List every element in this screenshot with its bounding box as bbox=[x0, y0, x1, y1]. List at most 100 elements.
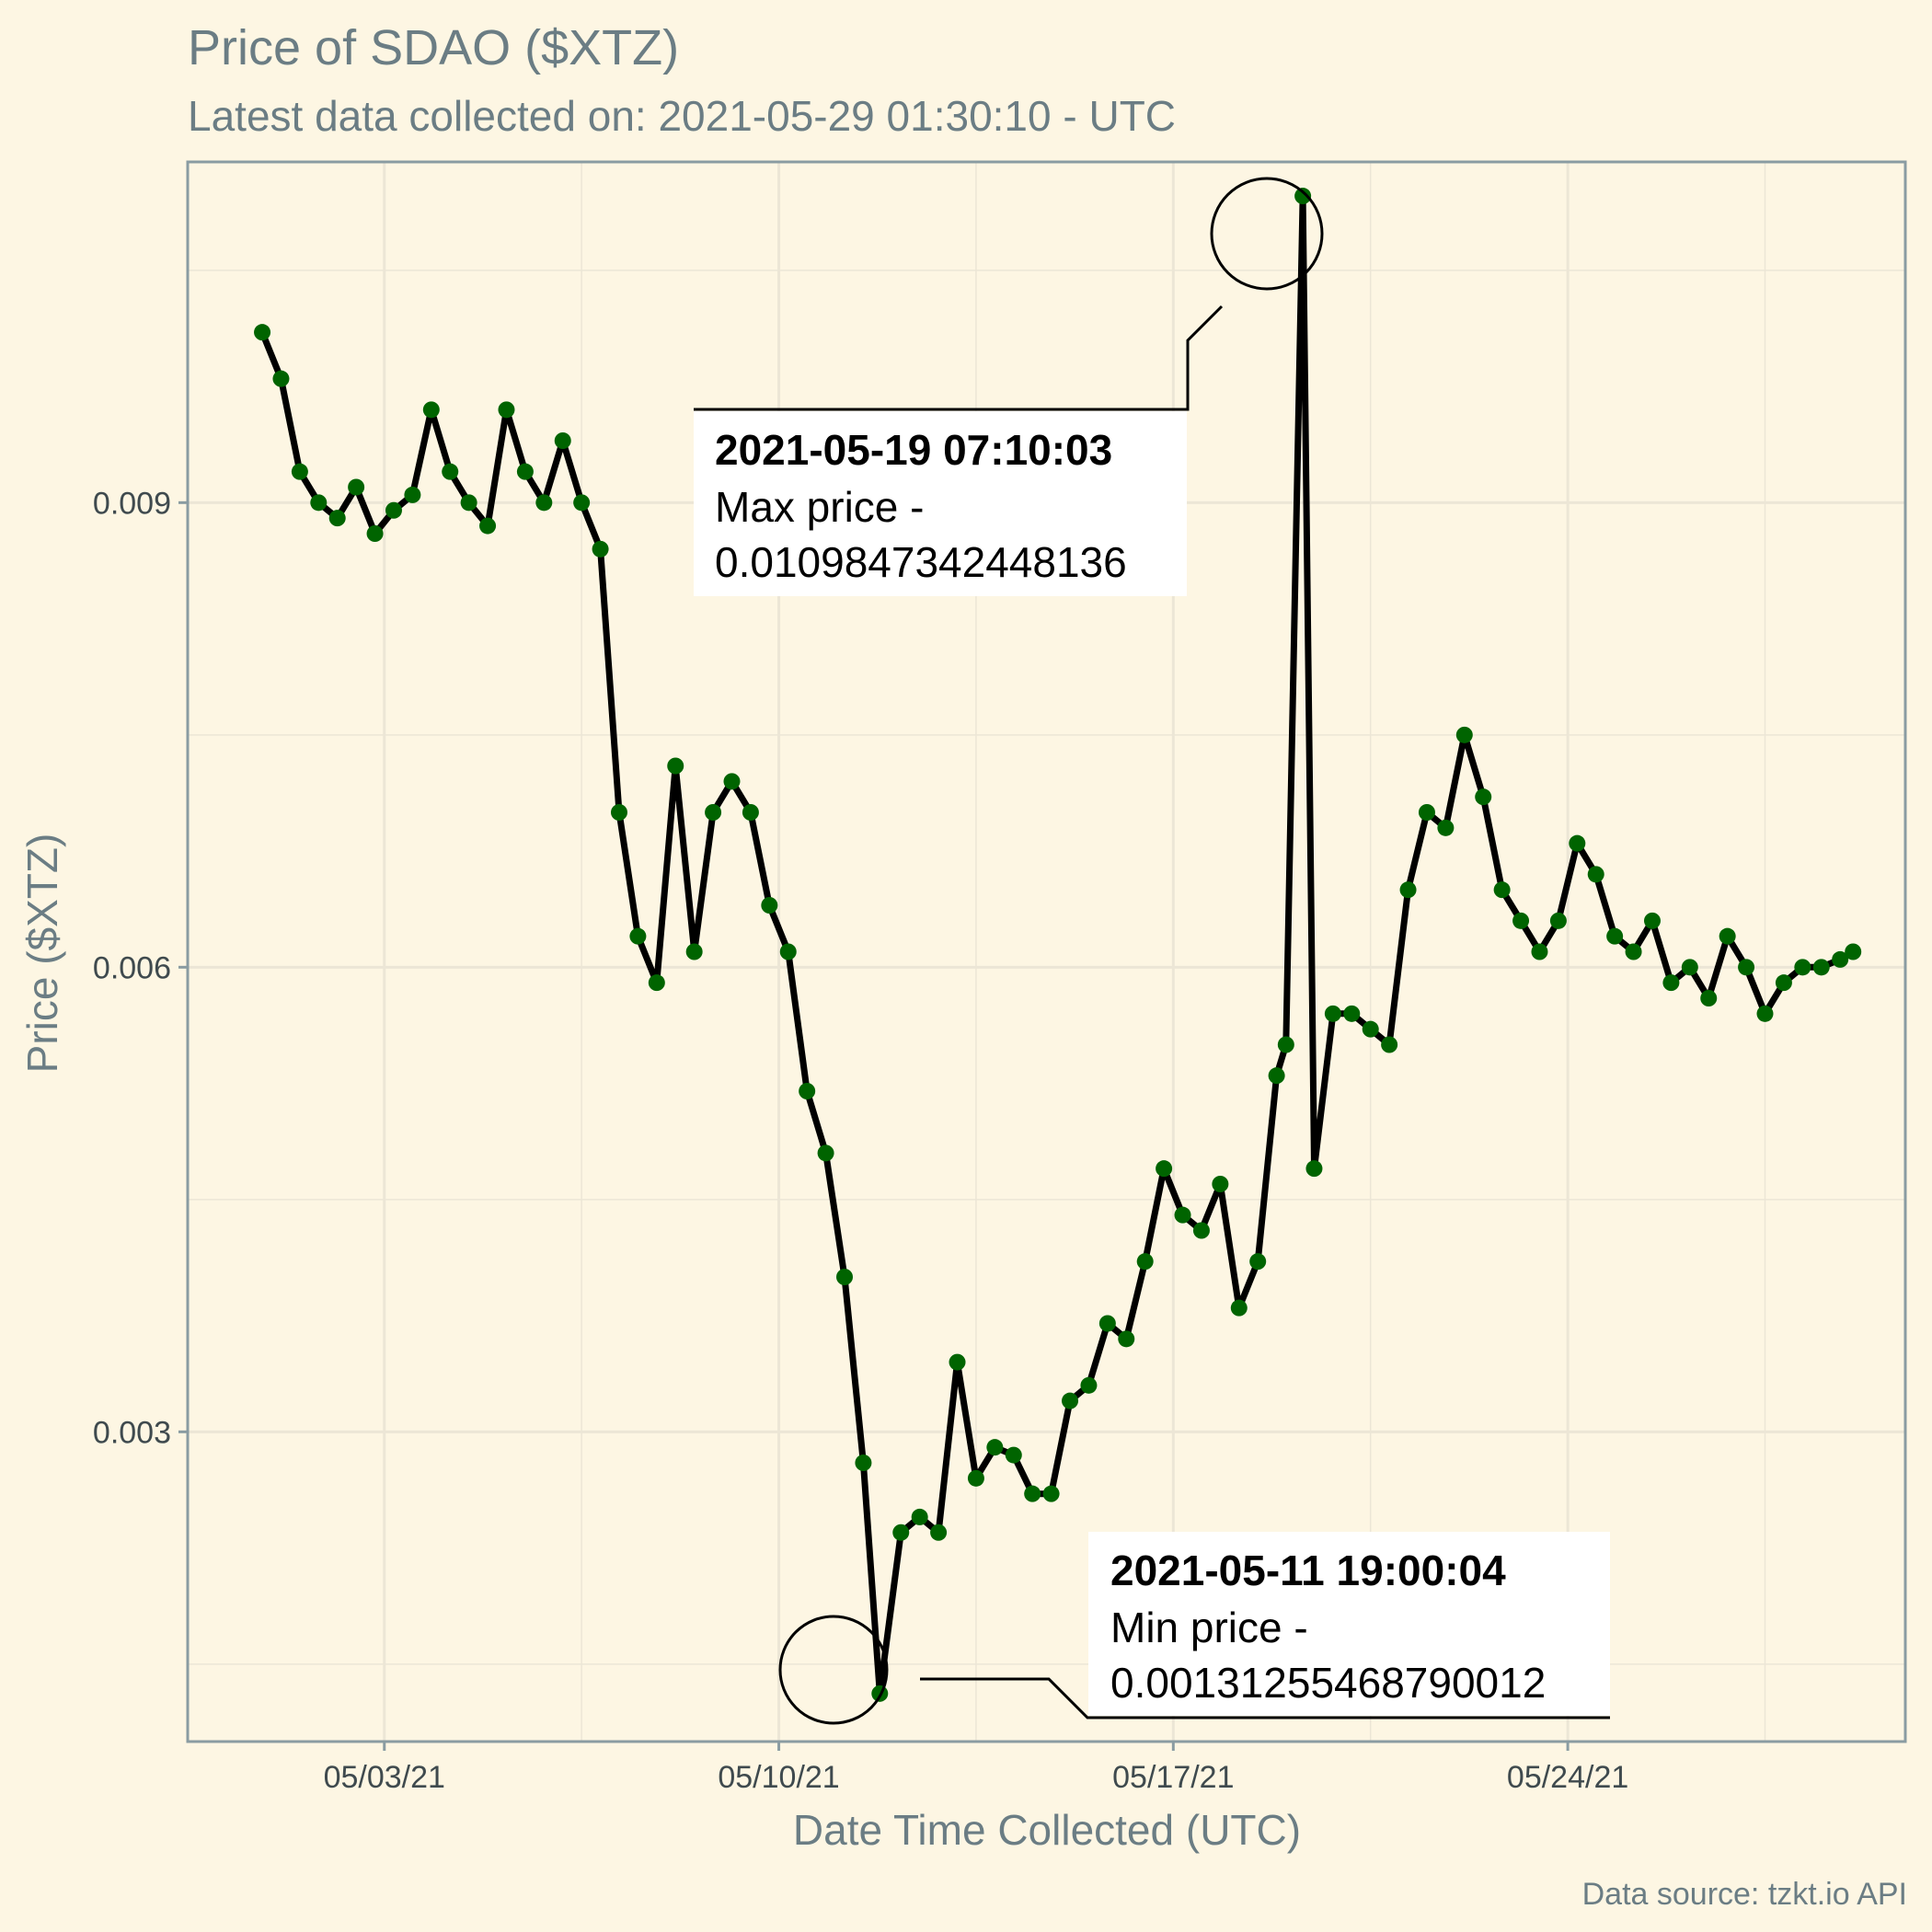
price-point bbox=[1643, 912, 1661, 929]
price-point bbox=[892, 1524, 910, 1541]
chart-subtitle: Latest data collected on: 2021-05-29 01:… bbox=[188, 92, 1176, 140]
min-highlight-circle bbox=[778, 1615, 889, 1725]
price-point bbox=[1156, 1160, 1173, 1178]
x-tick-label: 05/24/21 bbox=[1507, 1760, 1628, 1795]
price-point bbox=[855, 1455, 872, 1471]
price-point bbox=[272, 370, 290, 387]
price-point bbox=[1249, 1253, 1267, 1271]
price-point bbox=[667, 757, 684, 775]
price-point bbox=[836, 1269, 854, 1285]
price-point bbox=[1080, 1376, 1098, 1394]
x-tick-label: 05/17/21 bbox=[1112, 1760, 1234, 1795]
price-point bbox=[1606, 927, 1624, 945]
price-point bbox=[1062, 1392, 1079, 1409]
price-point bbox=[1549, 912, 1567, 929]
plot-panel-border bbox=[186, 160, 1907, 1743]
price-point bbox=[498, 401, 515, 419]
plot-panel-background bbox=[188, 162, 1905, 1742]
price-point bbox=[1662, 974, 1680, 992]
y-tick-label: 0.003 bbox=[93, 1415, 171, 1450]
price-point bbox=[516, 463, 534, 480]
price-point bbox=[1794, 959, 1811, 976]
y-axis-title: Price ($XTZ) bbox=[18, 834, 66, 1074]
price-point bbox=[573, 494, 591, 512]
y-axis-ticks: 0.003 0.006 0.009 bbox=[93, 486, 188, 1450]
price-point bbox=[1587, 866, 1604, 883]
price-point bbox=[1212, 1176, 1229, 1192]
price-point bbox=[442, 463, 459, 480]
price-point bbox=[629, 927, 647, 945]
price-point bbox=[291, 463, 308, 480]
max-timestamp: 2021-05-19 07:10:03 bbox=[715, 426, 1112, 474]
price-point bbox=[1042, 1485, 1060, 1502]
price-point bbox=[592, 540, 609, 558]
price-point bbox=[1136, 1253, 1154, 1271]
price-point bbox=[1399, 881, 1417, 899]
price-point bbox=[817, 1144, 834, 1162]
max-highlight-circle bbox=[1210, 177, 1324, 291]
max-callout-line bbox=[694, 305, 1224, 411]
price-point bbox=[1700, 990, 1718, 1006]
price-point bbox=[1192, 1222, 1210, 1239]
price-point bbox=[967, 1469, 984, 1487]
price-point bbox=[1005, 1446, 1022, 1464]
price-point bbox=[348, 478, 365, 496]
price-points bbox=[254, 188, 1862, 1702]
price-point bbox=[1362, 1020, 1379, 1038]
price-point bbox=[1277, 1036, 1294, 1053]
price-point bbox=[911, 1508, 928, 1525]
x-axis-title: Date Time Collected (UTC) bbox=[793, 1806, 1301, 1854]
price-point bbox=[986, 1439, 1004, 1456]
price-point bbox=[366, 525, 384, 542]
price-point bbox=[1324, 1005, 1341, 1022]
grid bbox=[188, 162, 1905, 1742]
price-point bbox=[422, 401, 440, 419]
price-point bbox=[1455, 726, 1473, 743]
price-point bbox=[460, 494, 477, 512]
price-point bbox=[254, 324, 271, 341]
x-tick-label: 05/03/21 bbox=[324, 1760, 445, 1795]
price-point bbox=[1418, 804, 1435, 821]
price-point bbox=[1230, 1299, 1248, 1317]
price-point bbox=[610, 804, 627, 821]
min-price-annotation: 2021-05-11 19:00:04 Min price - 0.001312… bbox=[778, 1532, 1610, 1725]
price-point bbox=[404, 486, 421, 503]
price-point bbox=[385, 501, 402, 519]
y-tick-label: 0.009 bbox=[93, 486, 171, 521]
price-point bbox=[930, 1524, 948, 1541]
price-point bbox=[1569, 834, 1586, 852]
price-point bbox=[723, 773, 741, 790]
price-point bbox=[1681, 959, 1698, 976]
price-point bbox=[761, 897, 778, 914]
price-point bbox=[1625, 943, 1642, 960]
price-point bbox=[1531, 943, 1548, 960]
max-price-annotation: 2021-05-19 07:10:03 Max price - 0.010984… bbox=[694, 177, 1324, 596]
price-point bbox=[685, 943, 703, 960]
min-timestamp: 2021-05-11 19:00:04 bbox=[1110, 1547, 1506, 1594]
y-tick-label: 0.006 bbox=[93, 950, 171, 985]
price-point bbox=[1738, 959, 1755, 976]
price-point bbox=[1268, 1067, 1285, 1085]
price-point bbox=[1343, 1005, 1361, 1022]
min-label: Min price - bbox=[1110, 1604, 1308, 1651]
price-point bbox=[1437, 819, 1455, 836]
price-point bbox=[1832, 950, 1849, 968]
price-point bbox=[1475, 788, 1492, 806]
chart-title: Price of SDAO ($XTZ) bbox=[188, 20, 679, 75]
price-point bbox=[1174, 1206, 1191, 1224]
price-point bbox=[1719, 927, 1736, 945]
data-source-caption: Data source: tzkt.io API bbox=[1582, 1877, 1907, 1912]
price-point bbox=[1756, 1005, 1774, 1022]
price-point bbox=[648, 974, 665, 992]
max-label: Max price - bbox=[715, 483, 924, 531]
price-point bbox=[799, 1083, 816, 1099]
price-point bbox=[1512, 912, 1530, 929]
price-point bbox=[310, 494, 328, 512]
price-point bbox=[479, 517, 497, 535]
price-point bbox=[1294, 188, 1312, 205]
min-callout-line bbox=[920, 1677, 1610, 1719]
x-axis-ticks: 05/03/21 05/10/21 05/17/21 05/24/21 bbox=[324, 1742, 1628, 1795]
min-label-box bbox=[1088, 1532, 1610, 1716]
